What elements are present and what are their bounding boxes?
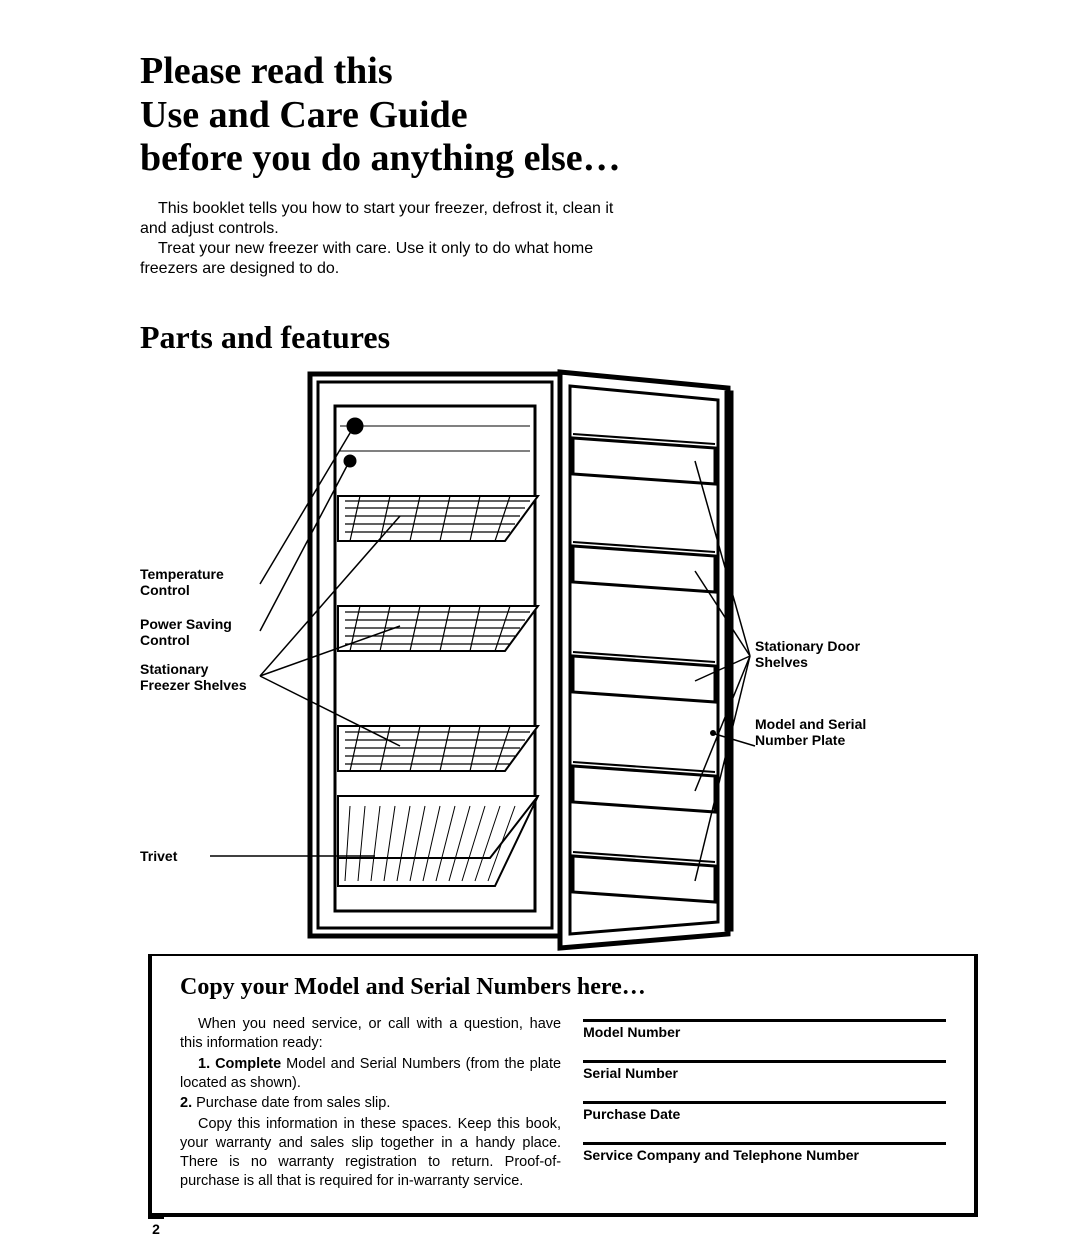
field-purchase-date[interactable]: Purchase Date bbox=[583, 1101, 946, 1122]
label-stationary-freezer-shelves: Stationary Freezer Shelves bbox=[140, 661, 255, 693]
title-line-3: before you do anything else… bbox=[140, 137, 621, 179]
label-trivet: Trivet bbox=[140, 848, 200, 864]
section-title: Parts and features bbox=[140, 319, 970, 356]
info-box: Copy your Model and Serial Numbers here…… bbox=[148, 954, 978, 1217]
info-fields: Model Number Serial Number Purchase Date… bbox=[583, 1015, 946, 1193]
page-number: 2 bbox=[148, 1216, 164, 1237]
field-service-company[interactable]: Service Company and Telephone Number bbox=[583, 1142, 946, 1163]
intro-paragraph-2: Treat your new freezer with care. Use it… bbox=[140, 239, 640, 279]
page-title: Please read this Use and Care Guide befo… bbox=[140, 50, 970, 181]
info-paragraph-3: 2. Purchase date from sales slip. bbox=[180, 1094, 561, 1113]
intro-paragraph-1: This booklet tells you how to start your… bbox=[140, 199, 640, 239]
info-paragraph-1: When you need service, or call with a qu… bbox=[180, 1015, 561, 1053]
freezer-diagram: Temperature Control Power Saving Control… bbox=[140, 366, 960, 956]
label-model-serial-plate: Model and Serial Number Plate bbox=[755, 716, 885, 748]
info-box-title: Copy your Model and Serial Numbers here… bbox=[180, 974, 946, 1001]
label-power-saving-control: Power Saving Control bbox=[140, 616, 255, 648]
field-model-number[interactable]: Model Number bbox=[583, 1019, 946, 1040]
label-stationary-door-shelves: Stationary Door Shelves bbox=[755, 638, 865, 670]
label-temperature-control: Temperature Control bbox=[140, 566, 255, 598]
info-paragraph-4: Copy this information in these spaces. K… bbox=[180, 1115, 561, 1190]
title-line-2: Use and Care Guide bbox=[140, 94, 468, 136]
title-line-1: Please read this bbox=[140, 50, 393, 92]
info-instructions: When you need service, or call with a qu… bbox=[180, 1015, 561, 1193]
info-paragraph-2: 1. Complete Model and Serial Numbers (fr… bbox=[180, 1055, 561, 1093]
field-serial-number[interactable]: Serial Number bbox=[583, 1060, 946, 1081]
intro-text: This booklet tells you how to start your… bbox=[140, 199, 640, 279]
